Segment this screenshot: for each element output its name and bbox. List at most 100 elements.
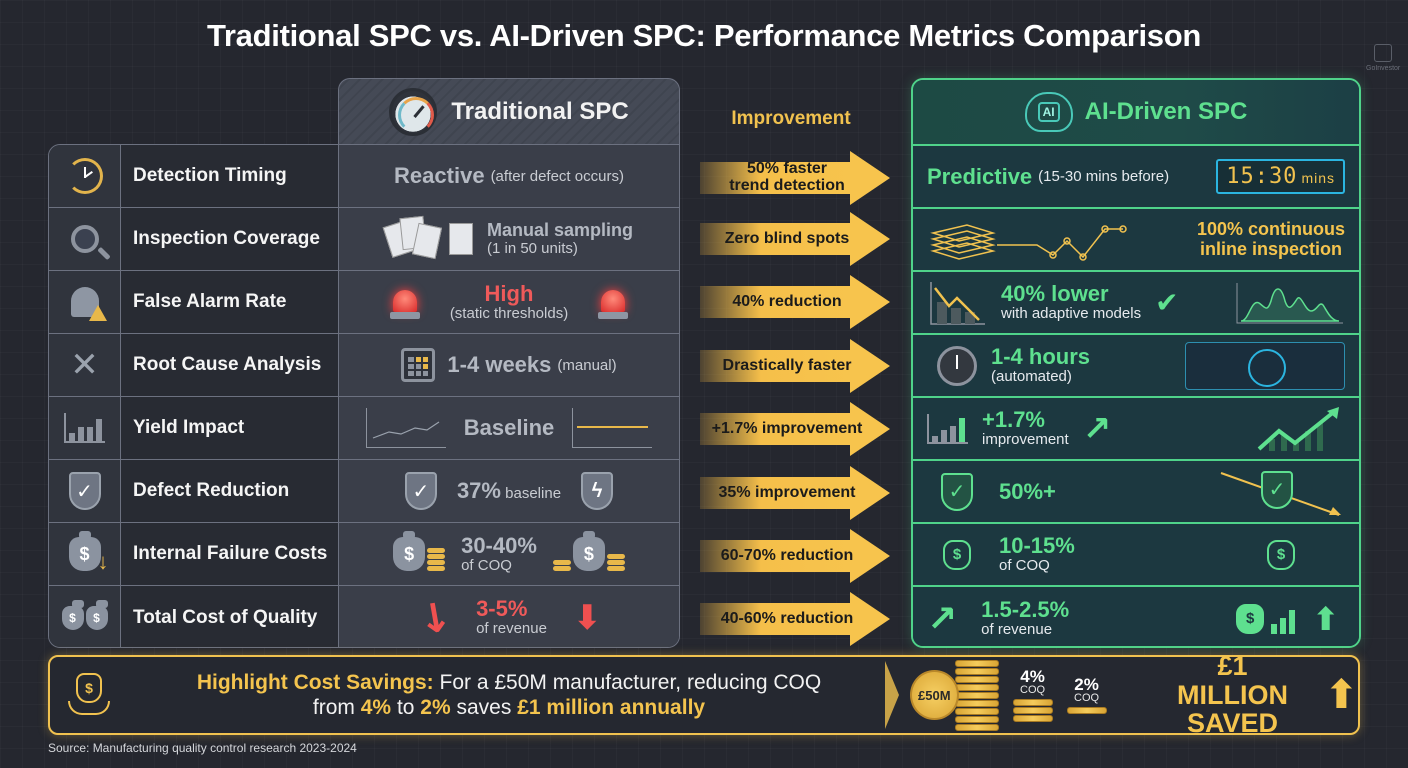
siren-icon xyxy=(388,282,422,322)
money-bag-icon: $ xyxy=(393,531,426,571)
adaptive-signal-chart-icon xyxy=(1236,282,1343,323)
calendar-icon xyxy=(401,348,436,382)
ai-row-yield-impact: +1.7% improvement ↗ xyxy=(913,398,1359,461)
money-bag-icon: $ xyxy=(943,539,971,570)
cracked-shield-icon: ϟ xyxy=(581,472,614,510)
money-growth-icon: $ xyxy=(1236,603,1298,634)
ai-driven-spc-header: AI AI-Driven SPC xyxy=(913,80,1359,146)
ai-row-defect-reduction: ✓ 50%+ ✓ xyxy=(913,461,1359,524)
siren-icon xyxy=(596,282,630,322)
clock-gear-icon xyxy=(66,158,103,194)
table-row-false-alarm-rate: False Alarm Rate High (static thresholds… xyxy=(49,271,679,334)
growth-chart-icon xyxy=(1257,406,1339,451)
traditional-value: High (static thresholds) xyxy=(339,271,679,333)
million-saved-label: £1 MILLION SAVED xyxy=(1177,651,1289,739)
watermark-logo-icon xyxy=(1374,44,1392,62)
traditional-value: 1-4 weeks (manual) xyxy=(339,334,679,396)
page-title: Traditional SPC vs. AI-Driven SPC: Perfo… xyxy=(206,18,1201,53)
table-row-internal-failure-costs: $ ↓ Internal Failure Costs $ 30-40% of CO… xyxy=(49,523,679,586)
traditional-value: Manual sampling (1 in 50 units) xyxy=(339,208,679,270)
table-row-total-cost-of-quality: $ $ Total Cost of Quality ↘ 3-5% of reven… xyxy=(49,586,679,647)
metric-label: False Alarm Rate xyxy=(121,271,339,333)
ai-row-inspection-coverage: 100% continuous inline inspection xyxy=(913,209,1359,272)
traditional-spc-label: Traditional SPC xyxy=(451,97,629,125)
improvement-arrow: 60-70% reduction xyxy=(700,529,892,583)
money-bag-icon: $ xyxy=(1267,539,1295,570)
line-chart-icon xyxy=(365,408,446,448)
bar-chart-up-icon xyxy=(927,413,968,444)
coin-stack-icon xyxy=(954,659,999,731)
continuous-inspection-graph-icon xyxy=(930,223,1127,261)
traditional-value: Reactive (after defect occurs) xyxy=(339,145,679,207)
money-bag-down-icon: $ ↓ xyxy=(68,531,109,574)
coq-4-percent: 4% COQ xyxy=(1012,668,1053,722)
improvement-arrow: 40-60% reduction xyxy=(700,592,892,646)
table-row-defect-reduction: ✓ Defect Reduction ✓ 37% baseline ϟ xyxy=(49,460,679,523)
coin-50m: £50M xyxy=(910,670,959,720)
wrench-screwdriver-icon: ✕ xyxy=(70,346,99,384)
traditional-value: ↘ 3-5% of revenue ⬇ xyxy=(339,586,679,647)
ai-driven-spc-label: AI-Driven SPC xyxy=(1084,98,1248,125)
speedometer-gauge-icon xyxy=(389,87,438,136)
highlight-text: Highlight Cost Savings: For a £50M manuf… xyxy=(196,670,822,719)
improvement-arrow: 35% improvement xyxy=(700,466,892,520)
ai-driven-spc-panel: AI AI-Driven SPC Predictive (15-30 mins … xyxy=(911,78,1361,648)
improvement-arrow: Drastically faster xyxy=(700,339,892,393)
coin-stack-icon xyxy=(427,548,446,571)
table-row-inspection-coverage: Inspection Coverage Manual sampling (1 i… xyxy=(49,208,679,271)
table-row-yield-impact: Yield Impact Baseline xyxy=(49,397,679,460)
bell-warning-icon xyxy=(70,287,107,321)
chevron-divider xyxy=(885,661,899,729)
green-up-arrow-icon: ↗ xyxy=(1082,409,1112,448)
money-hand-icon: $ xyxy=(68,671,110,719)
coq-2-percent: 2% COQ xyxy=(1066,676,1107,714)
table-row-detection-timing: Detection Timing Reactive (after defect … xyxy=(49,145,679,208)
bar-chart-up-icon xyxy=(64,413,105,443)
documents-stack-icon xyxy=(382,215,475,263)
digital-timer: 15:30 mins xyxy=(1216,159,1345,194)
metric-label: Root Cause Analysis xyxy=(121,334,339,396)
flat-line-chart-icon xyxy=(572,408,653,448)
money-bag-coins-icon: $ xyxy=(572,531,605,571)
traditional-value: ✓ 37% baseline ϟ xyxy=(339,460,679,522)
checkmark-icon: ✔ xyxy=(1155,287,1179,318)
shield-check-icon: ✓ xyxy=(68,472,101,510)
analytics-dashboard-icon xyxy=(1185,341,1345,390)
gold-up-arrow-icon: ⬆ xyxy=(1324,673,1358,717)
metric-label: Internal Failure Costs xyxy=(121,523,339,585)
stopwatch-icon xyxy=(937,345,977,386)
metric-label: Yield Impact xyxy=(121,397,339,459)
ai-row-internal-failure-costs: $ 10-15% of COQ $ xyxy=(913,524,1359,587)
improvement-arrow: +1.7% improvement xyxy=(700,402,892,456)
improvement-header: Improvement xyxy=(731,108,851,129)
improvement-arrow: 40% reduction xyxy=(700,275,892,329)
traditional-spc-header: Traditional SPC xyxy=(338,78,680,144)
traditional-value: $ 30-40% of COQ $ xyxy=(339,523,679,585)
metrics-table: Detection Timing Reactive (after defect … xyxy=(48,144,680,648)
shield-defect-trend-icon: ✓ xyxy=(1215,467,1345,517)
cost-savings-highlight: $ Highlight Cost Savings: For a £50M man… xyxy=(48,651,1360,739)
metric-label: Total Cost of Quality xyxy=(121,586,339,647)
table-row-root-cause-analysis: ✕ Root Cause Analysis 1-4 weeks (manual) xyxy=(49,334,679,397)
metric-label: Detection Timing xyxy=(121,145,339,207)
shield-check-icon: ✓ xyxy=(404,472,437,510)
traditional-value: Baseline xyxy=(339,397,679,459)
ai-row-root-cause-analysis: 1-4 hours (automated) xyxy=(913,335,1359,398)
red-down-trend-icon: ↘ xyxy=(406,589,460,646)
source-citation: Source: Manufacturing quality control re… xyxy=(48,741,357,755)
red-down-arrow-icon: ⬇ xyxy=(572,598,602,637)
declining-chart-icon xyxy=(930,281,985,325)
watermark: GoInvestor xyxy=(1366,44,1400,72)
ai-brain-icon: AI xyxy=(1024,92,1073,132)
green-up-arrow-icon: ⬆ xyxy=(1312,600,1339,637)
magnifier-icon xyxy=(70,225,99,253)
ai-row-total-cost-of-quality: ↗ 1.5-2.5% of revenue $ ⬆ xyxy=(913,587,1359,646)
improvement-arrow: Zero blind spots xyxy=(700,212,892,266)
metric-label: Inspection Coverage xyxy=(121,208,339,270)
green-up-trend-icon: ↗ xyxy=(927,597,958,639)
ai-row-detection-timing: Predictive (15-30 mins before) 15:30 mins xyxy=(913,146,1359,209)
ai-row-false-alarm-rate: 40% lower with adaptive models ✔ xyxy=(913,272,1359,335)
improvement-arrow: 50% faster trend detection xyxy=(700,151,892,205)
metric-label: Defect Reduction xyxy=(121,460,339,522)
shield-check-icon: ✓ xyxy=(941,472,973,511)
